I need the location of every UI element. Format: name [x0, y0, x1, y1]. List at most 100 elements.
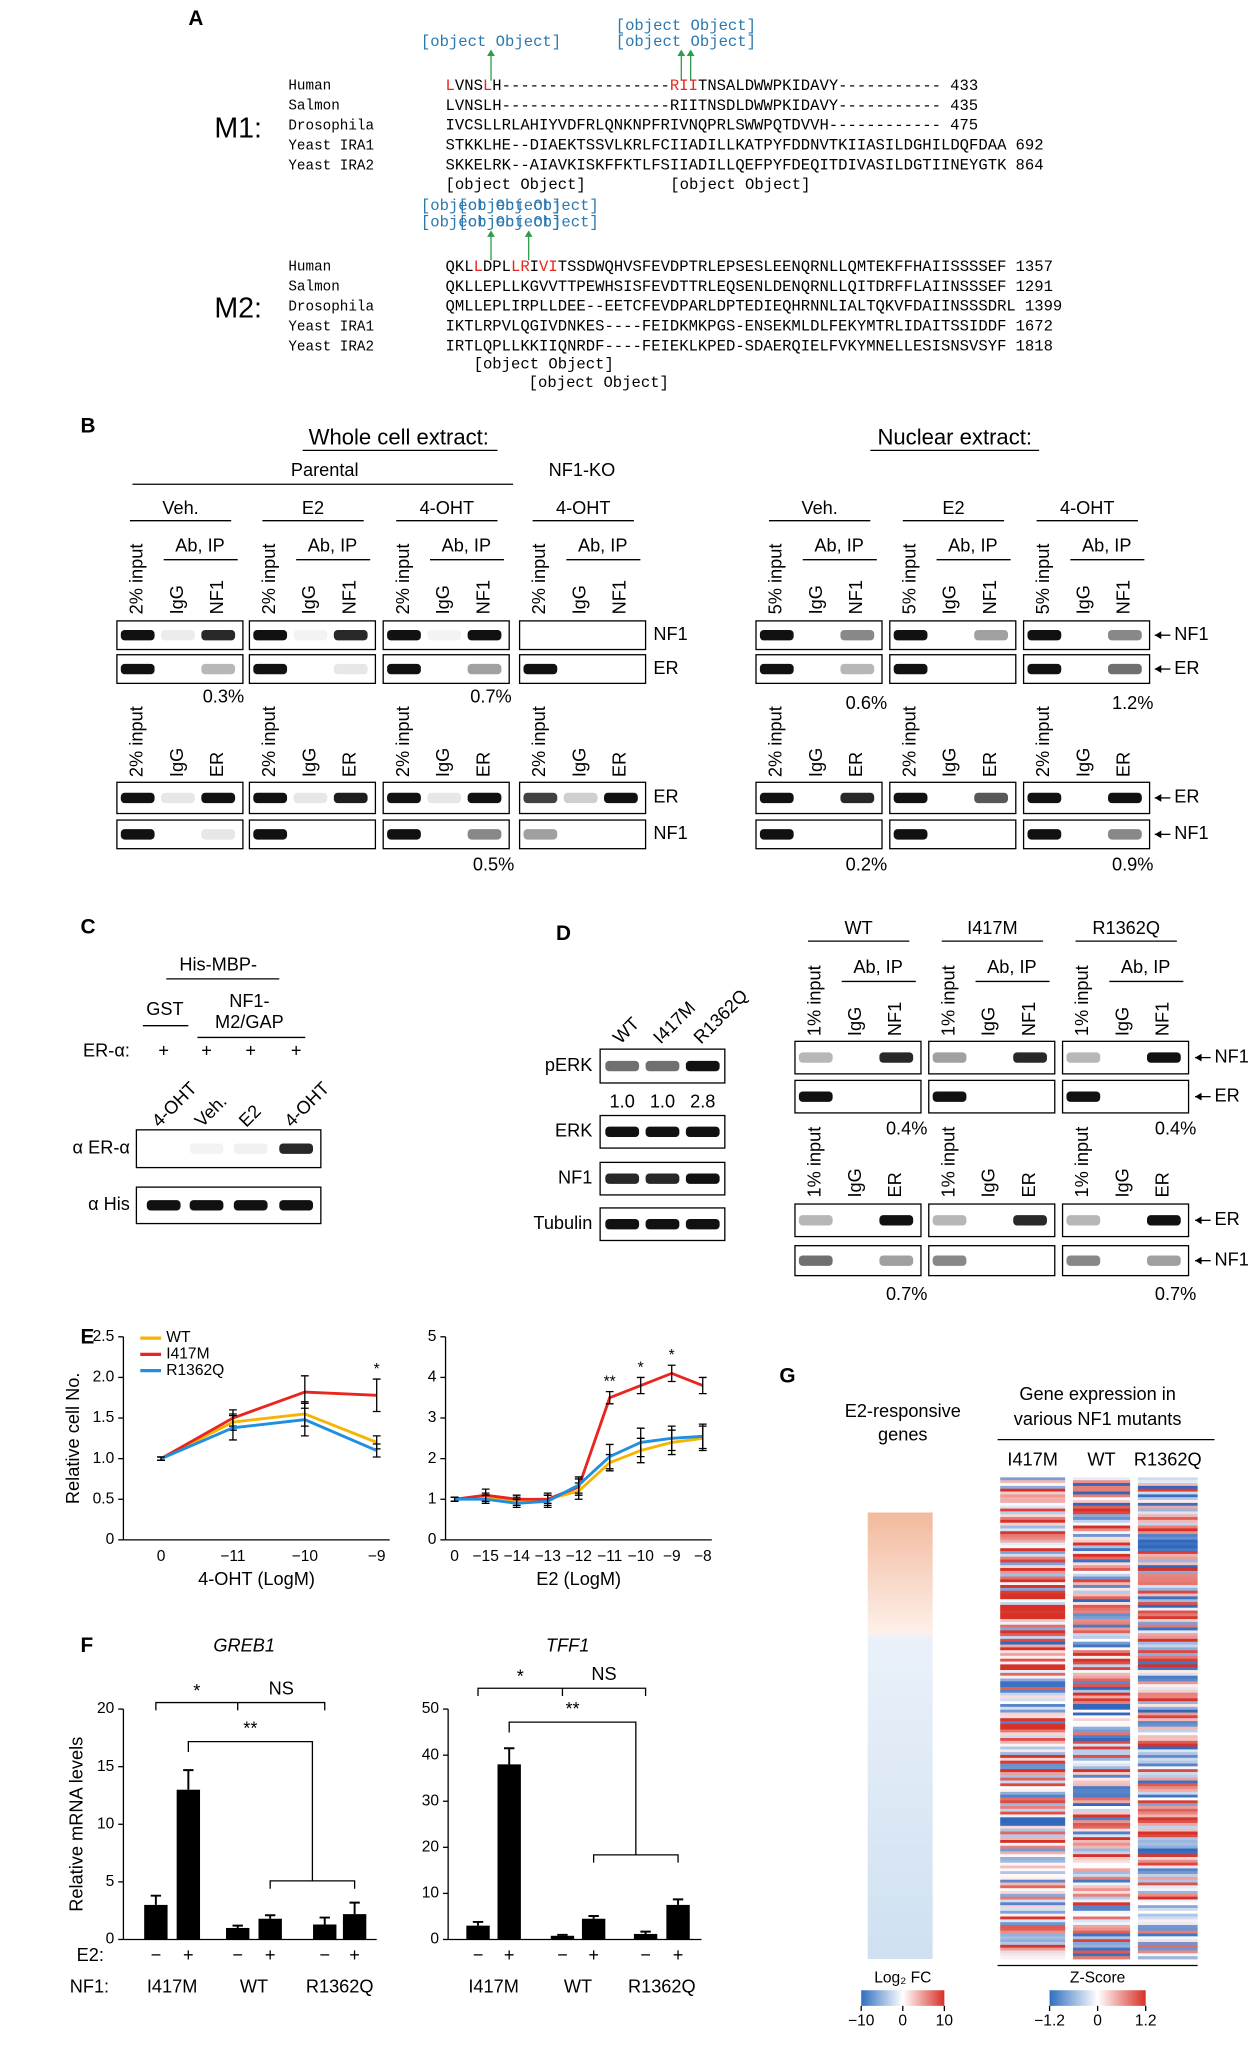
heatmap-cell	[1000, 1576, 1066, 1580]
heatmap-cell	[1072, 1848, 1131, 1852]
heatmap-cell	[1072, 1508, 1131, 1512]
band	[1027, 792, 1062, 804]
heatmap-cell	[1000, 1559, 1066, 1563]
sequence-segment: TSSDWQHVSFEVDPTRLEPSESLEENQRNLLQMTEKFFHA…	[558, 258, 1007, 276]
heatmap-cell	[1072, 1899, 1131, 1903]
heatmap-cell	[1137, 1732, 1198, 1736]
heatmap-cell	[1000, 1780, 1066, 1784]
heatmap-cell	[1000, 1638, 1066, 1643]
heatmap-cell	[1000, 1624, 1066, 1628]
sequence-segment: H------------------	[492, 77, 670, 95]
heatmap-cell	[1137, 1874, 1198, 1878]
heatmap-cell	[1137, 1896, 1198, 1900]
heatmap-cell	[1072, 1497, 1131, 1501]
lane-label: ER	[1114, 752, 1134, 777]
heatmap-cell	[1137, 1517, 1198, 1521]
error-bar	[157, 1456, 165, 1461]
band	[645, 1219, 680, 1230]
x-tick-label: +	[588, 1945, 599, 1965]
heatmap-cell	[1000, 1519, 1066, 1524]
group-label: R1362Q	[628, 1976, 696, 1996]
band	[604, 792, 638, 804]
lane-label: 5% input	[1033, 544, 1053, 615]
chart-title: TFF1	[546, 1635, 589, 1655]
band	[1108, 630, 1142, 641]
band	[1027, 829, 1062, 840]
y-tick-label: 10	[97, 1815, 115, 1832]
row-label: ER	[653, 658, 678, 678]
heatmap-cell	[1000, 1752, 1066, 1756]
section-title: Whole cell extract:	[309, 424, 489, 449]
annotation: *	[374, 1361, 380, 1378]
blot	[518, 620, 647, 651]
heatmap-cell	[1137, 1559, 1198, 1563]
species: Drosophila	[288, 299, 374, 315]
heatmap-cell	[1137, 1522, 1198, 1526]
x-tick-label: −9	[368, 1548, 386, 1565]
heatmap-cell	[1137, 1794, 1198, 1798]
band	[293, 792, 328, 804]
row-label: NF1:	[70, 1976, 109, 1996]
heatmap-cell	[1137, 1531, 1198, 1535]
lane-label: 4-OHT	[280, 1078, 333, 1131]
heatmap-cell	[1000, 1953, 1066, 1957]
heatmap-cell	[1072, 1772, 1131, 1776]
lane-label: ER	[1153, 1172, 1173, 1197]
heatmap-cell	[1072, 1505, 1131, 1509]
band	[645, 1126, 680, 1137]
treatment: E2	[942, 498, 964, 518]
lane-label: Veh.	[191, 1091, 231, 1131]
lane-label: R1362Q	[690, 985, 752, 1047]
row-label: NF1	[1174, 624, 1208, 644]
lane-label: ER	[1019, 1172, 1039, 1197]
heatmap-cell	[1072, 1882, 1131, 1886]
heatmap-cell	[1137, 1774, 1198, 1779]
heatmap-cell	[1137, 1738, 1198, 1742]
heatmap-cell	[1137, 1919, 1198, 1923]
heatmap-cell	[1137, 1859, 1198, 1864]
heatmap-cell	[1137, 1956, 1198, 1960]
band	[467, 829, 502, 840]
heatmap-cell	[1000, 1905, 1066, 1909]
band	[201, 663, 236, 675]
heatmap-cell	[1137, 1944, 1198, 1949]
heatmap-cell	[1137, 1715, 1198, 1719]
heatmap-cell	[1137, 1825, 1198, 1830]
lane-label: IgG	[845, 1007, 865, 1036]
heatmap-cell	[1072, 1893, 1131, 1898]
band	[893, 792, 928, 804]
sequence-segment: VNS	[455, 77, 483, 95]
heatmap-cell	[1072, 1817, 1131, 1821]
heatmap-cell	[1000, 1551, 1066, 1555]
lane-label: WT	[609, 1013, 643, 1047]
condition: NF1-KO	[549, 460, 616, 480]
heatmap-cell	[1072, 1585, 1131, 1589]
group-label: WT	[240, 1976, 268, 1996]
quantification: 1.0	[650, 1091, 675, 1111]
heatmap-cell	[1072, 1582, 1131, 1586]
error-bar	[698, 1376, 707, 1395]
heatmap-cell	[1000, 1485, 1066, 1490]
band	[523, 829, 558, 840]
row-label: ER-α:	[83, 1041, 130, 1061]
y-tick-label: 0	[430, 1931, 439, 1948]
heatmap-cell	[1072, 1604, 1131, 1609]
heatmap-cell	[1137, 1624, 1198, 1628]
heatmap-cell	[1137, 1871, 1198, 1875]
heatmap-cell	[1072, 1831, 1131, 1835]
column-label: WT	[1087, 1449, 1115, 1469]
heatmap-cell	[1137, 1491, 1198, 1495]
percent: 0.7%	[470, 686, 511, 706]
colorbar-tick-label: −1.2	[1034, 2013, 1065, 2030]
bar	[342, 1914, 367, 1940]
heatmap-cell	[1072, 1621, 1131, 1626]
band	[467, 792, 502, 804]
heatmap-cell	[1072, 1517, 1131, 1521]
heatmap-cell	[1000, 1859, 1066, 1864]
band	[120, 792, 155, 804]
colorbar	[861, 1990, 945, 2006]
lane-label: IgG	[845, 1168, 865, 1197]
x-tick-label: −11	[220, 1548, 245, 1565]
band	[161, 792, 195, 804]
y-tick-label: 5	[106, 1873, 115, 1890]
